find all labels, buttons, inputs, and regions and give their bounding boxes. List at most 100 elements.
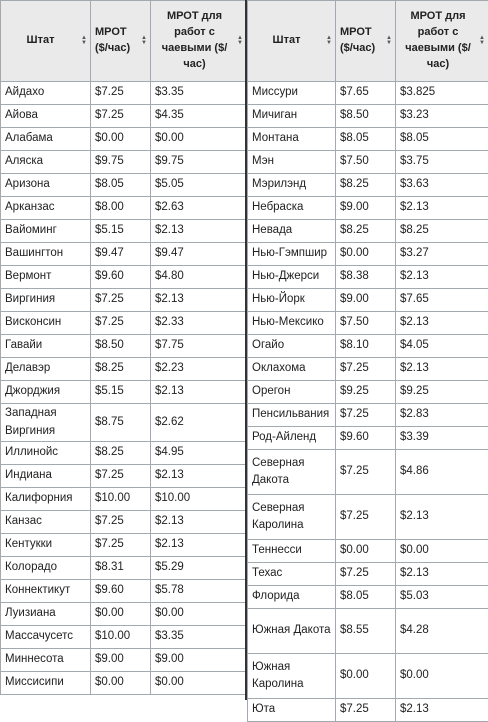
wage-cell: $2.23 xyxy=(151,358,247,381)
wage-cell: $7.25 xyxy=(336,450,396,495)
wage-cell: $8.00 xyxy=(91,197,151,220)
state-cell: Вайоминг xyxy=(1,220,91,243)
sort-icon[interactable]: ▲▼ xyxy=(479,36,485,46)
state-cell: Мичиган xyxy=(248,105,336,128)
header-row: Штат▲▼МРОТ ($/час)▲▼МРОТ для работ с чае… xyxy=(1,1,247,82)
column-header[interactable]: Штат ▲▼ xyxy=(1,1,91,82)
state-cell: Арканзас xyxy=(1,197,91,220)
wage-cell: $2.13 xyxy=(151,289,247,312)
table-row: Огайо$8.10$4.05 xyxy=(248,335,488,358)
wage-cell: $8.10 xyxy=(336,335,396,358)
wage-cell: $9.60 xyxy=(91,580,151,603)
wage-cell: $5.78 xyxy=(151,580,247,603)
wage-cell: $7.25 xyxy=(91,289,151,312)
state-cell: Пенсильвания xyxy=(248,404,336,427)
wage-cell: $2.13 xyxy=(396,312,488,335)
wage-cell: $0.00 xyxy=(91,672,151,695)
wage-cell: $2.13 xyxy=(396,266,488,289)
wage-cell: $10.00 xyxy=(151,488,247,511)
wage-cell: $8.25 xyxy=(396,220,488,243)
header-text: МРОТ для работ с чаевыми ($/час) xyxy=(162,10,228,70)
wage-cell: $4.28 xyxy=(396,609,488,654)
wage-cell: $3.23 xyxy=(396,105,488,128)
wage-cell: $4.35 xyxy=(151,105,247,128)
table-row: Оклахома$7.25$2.13 xyxy=(248,358,488,381)
table-row: Пенсильвания$7.25$2.83 xyxy=(248,404,488,427)
state-cell: Западная Виргиния xyxy=(1,404,91,442)
wage-cell: $8.75 xyxy=(91,404,151,442)
wage-cell: $3.27 xyxy=(396,243,488,266)
column-header[interactable]: МРОТ для работ с чаевыми ($/час)▲▼ xyxy=(396,1,488,82)
state-cell: Джорджия xyxy=(1,381,91,404)
state-cell: Миссури xyxy=(248,82,336,105)
header-text: МРОТ ($/час) xyxy=(340,26,375,54)
wage-cell: $2.13 xyxy=(396,563,488,586)
table-row: Теннесси$0.00$0.00 xyxy=(248,540,488,563)
wage-cell: $7.25 xyxy=(91,465,151,488)
state-cell: Юта xyxy=(248,699,336,722)
wage-cell: $0.00 xyxy=(336,540,396,563)
table-row: Миннесота$9.00$9.00 xyxy=(1,649,247,672)
wage-cell: $7.50 xyxy=(336,312,396,335)
sort-icon[interactable]: ▲▼ xyxy=(141,36,147,46)
sort-icon[interactable]: ▲▼ xyxy=(386,36,392,46)
wage-cell: $3.63 xyxy=(396,174,488,197)
wage-cell: $5.15 xyxy=(91,381,151,404)
column-header[interactable]: МРОТ для работ с чаевыми ($/час) ▲▼ xyxy=(151,1,247,82)
wage-cell: $7.65 xyxy=(336,82,396,105)
wage-cell: $9.60 xyxy=(91,266,151,289)
wage-cell: $5.15 xyxy=(91,220,151,243)
table-row: Коннектикут$9.60$5.78 xyxy=(1,580,247,603)
state-cell: Массачусетс xyxy=(1,626,91,649)
wage-cell: $7.25 xyxy=(336,358,396,381)
table-row: Джорджия$5.15$2.13 xyxy=(1,381,247,404)
table-row: Юта$7.25$2.13 xyxy=(248,699,488,722)
wage-cell: $0.00 xyxy=(151,128,247,151)
state-cell: Оклахома xyxy=(248,358,336,381)
wage-cell: $9.75 xyxy=(151,151,247,174)
wage-cell: $2.13 xyxy=(396,495,488,540)
table-row: Виргиния$7.25$2.13 xyxy=(1,289,247,312)
state-cell: Аляска xyxy=(1,151,91,174)
state-cell: Виргиния xyxy=(1,289,91,312)
state-cell: Аризона xyxy=(1,174,91,197)
table-row: Мэрилэнд$8.25$3.63 xyxy=(248,174,488,197)
header-text: Штат xyxy=(273,34,301,46)
table-row: Орегон$9.25$9.25 xyxy=(248,381,488,404)
sort-icon[interactable]: ▲▼ xyxy=(81,36,87,46)
table-row: Невада$8.25$8.25 xyxy=(248,220,488,243)
sort-icon[interactable]: ▲▼ xyxy=(326,36,332,46)
table-row: Гавайи$8.50$7.75 xyxy=(1,335,247,358)
table-row: Аляска$9.75$9.75 xyxy=(1,151,247,174)
table-row: Северная Каролина$7.25$2.13 xyxy=(248,495,488,540)
state-cell: Алабама xyxy=(1,128,91,151)
header-text: МРОТ ($/час) xyxy=(95,26,130,54)
wage-cell: $8.31 xyxy=(91,557,151,580)
wage-cell: $4.86 xyxy=(396,450,488,495)
wage-cell: $3.825 xyxy=(396,82,488,105)
table-row: Южная Дакота$8.55$4.28 xyxy=(248,609,488,654)
table-row: Кентукки$7.25$2.13 xyxy=(1,534,247,557)
wage-cell: $5.29 xyxy=(151,557,247,580)
wage-cell: $7.25 xyxy=(91,312,151,335)
state-cell: Нью-Джерси xyxy=(248,266,336,289)
wage-cell: $9.00 xyxy=(336,289,396,312)
table-row: Небраска$9.00$2.13 xyxy=(248,197,488,220)
state-cell: Луизиана xyxy=(1,603,91,626)
state-cell: Огайо xyxy=(248,335,336,358)
header-text: Штат xyxy=(27,34,55,46)
column-header[interactable]: МРОТ ($/час) ▲▼ xyxy=(336,1,396,82)
column-header[interactable]: Штат ▲▼ xyxy=(248,1,336,82)
wage-cell: $4.95 xyxy=(151,442,247,465)
table-row: Западная Виргиния$8.75$2.62 xyxy=(1,404,247,442)
state-cell: Висконсин xyxy=(1,312,91,335)
wage-cell: $7.25 xyxy=(91,534,151,557)
sort-icon[interactable]: ▲▼ xyxy=(237,36,243,46)
column-header[interactable]: МРОТ ($/час) ▲▼ xyxy=(91,1,151,82)
wage-cell: $0.00 xyxy=(91,128,151,151)
state-cell: Айдахо xyxy=(1,82,91,105)
table-row: Арканзас$8.00$2.63 xyxy=(1,197,247,220)
wage-cell: $7.75 xyxy=(151,335,247,358)
wage-table-left: Штат▲▼МРОТ ($/час)▲▼МРОТ для работ с чае… xyxy=(0,0,247,695)
table-row: Алабама$0.00$0.00 xyxy=(1,128,247,151)
